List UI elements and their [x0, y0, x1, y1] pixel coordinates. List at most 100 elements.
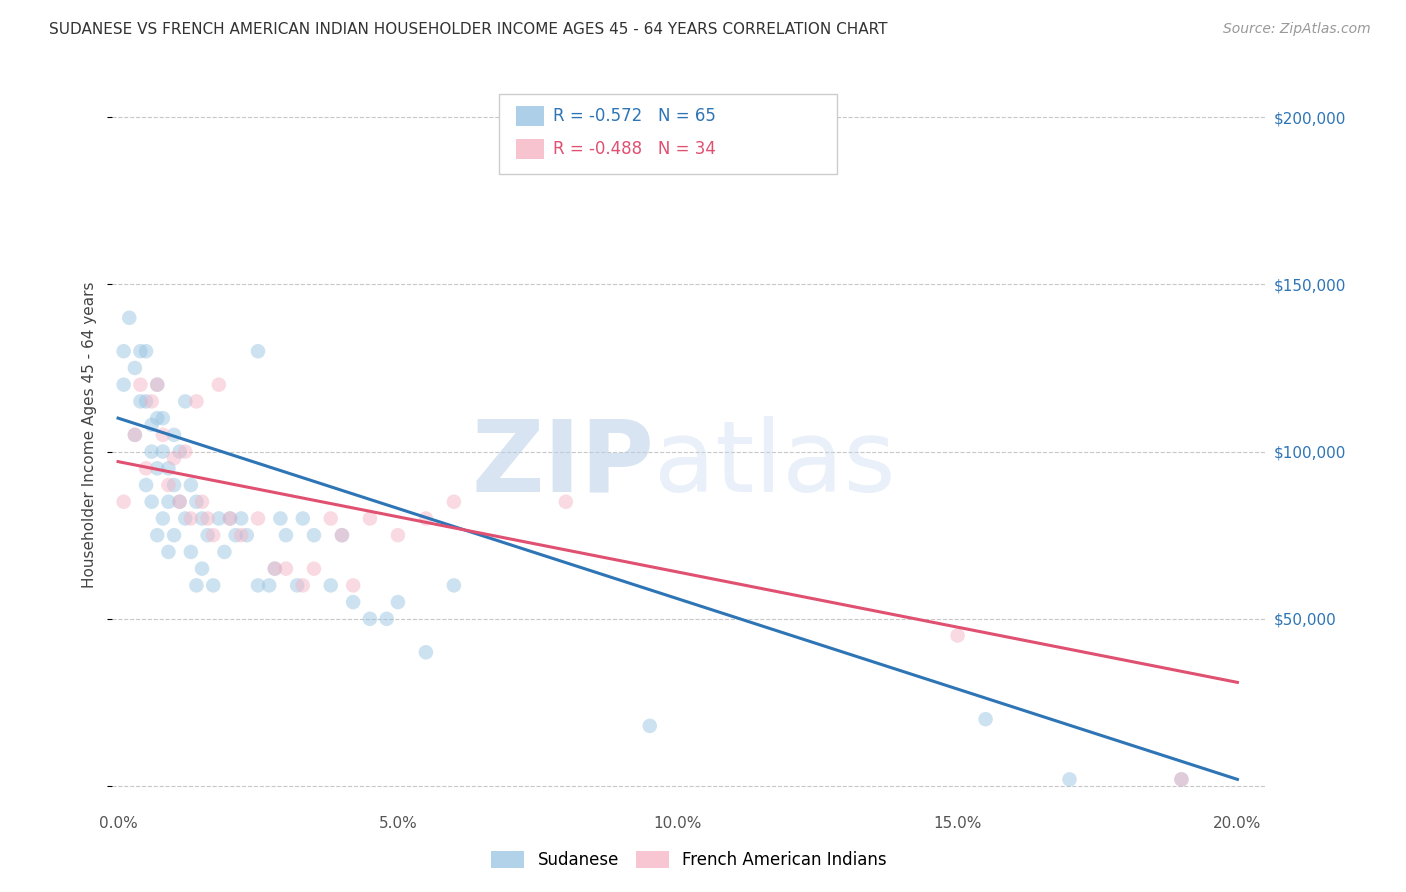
Text: Source: ZipAtlas.com: Source: ZipAtlas.com — [1223, 22, 1371, 37]
Point — [443, 494, 465, 508]
Point — [359, 612, 381, 626]
Point — [163, 528, 186, 542]
Point — [1170, 772, 1192, 787]
Point — [135, 478, 157, 492]
Point — [236, 528, 259, 542]
Point — [319, 511, 342, 525]
Point — [157, 461, 180, 475]
Point — [163, 428, 186, 442]
Point — [152, 444, 174, 458]
Point — [274, 528, 297, 542]
Point — [415, 645, 437, 659]
Point — [342, 595, 364, 609]
Point — [231, 528, 253, 542]
Point — [169, 494, 191, 508]
Point — [129, 377, 152, 392]
Point — [146, 377, 169, 392]
Point — [342, 578, 364, 592]
Point — [174, 511, 197, 525]
Point — [197, 528, 219, 542]
Point — [157, 478, 180, 492]
Point — [129, 344, 152, 359]
Point — [141, 494, 163, 508]
Point — [135, 394, 157, 409]
Point — [152, 411, 174, 425]
Point — [202, 528, 225, 542]
Point — [974, 712, 997, 726]
Point — [1059, 772, 1081, 787]
Point — [225, 528, 247, 542]
Point — [197, 511, 219, 525]
Point — [146, 528, 169, 542]
Point — [152, 511, 174, 525]
Point — [124, 360, 146, 375]
Point — [285, 578, 308, 592]
Point — [246, 344, 269, 359]
Point — [1170, 772, 1192, 787]
Point — [146, 377, 169, 392]
Point — [141, 417, 163, 432]
Point — [191, 562, 214, 576]
Point — [157, 545, 180, 559]
Point — [112, 494, 135, 508]
Point — [263, 562, 285, 576]
Point — [180, 511, 202, 525]
Point — [186, 394, 208, 409]
Point — [554, 494, 576, 508]
Text: R = -0.488   N = 34: R = -0.488 N = 34 — [553, 140, 716, 158]
Point — [191, 511, 214, 525]
Point — [219, 511, 242, 525]
Point — [157, 494, 180, 508]
Point — [330, 528, 353, 542]
Point — [302, 562, 325, 576]
Point — [263, 562, 285, 576]
Point — [163, 478, 186, 492]
Point — [169, 444, 191, 458]
Text: SUDANESE VS FRENCH AMERICAN INDIAN HOUSEHOLDER INCOME AGES 45 - 64 YEARS CORRELA: SUDANESE VS FRENCH AMERICAN INDIAN HOUSE… — [49, 22, 887, 37]
Point — [112, 377, 135, 392]
Point — [387, 595, 409, 609]
Point — [191, 494, 214, 508]
Point — [302, 528, 325, 542]
Point — [257, 578, 280, 592]
Point — [152, 428, 174, 442]
Point — [146, 411, 169, 425]
Point — [946, 628, 969, 642]
Point — [214, 545, 236, 559]
Point — [246, 511, 269, 525]
Point — [163, 451, 186, 466]
Point — [291, 511, 314, 525]
Point — [180, 545, 202, 559]
Point — [443, 578, 465, 592]
Text: atlas: atlas — [654, 416, 896, 513]
Point — [231, 511, 253, 525]
Text: R = -0.572   N = 65: R = -0.572 N = 65 — [553, 107, 716, 125]
Point — [129, 394, 152, 409]
Point — [186, 494, 208, 508]
Point — [319, 578, 342, 592]
Point — [124, 428, 146, 442]
Point — [291, 578, 314, 592]
Point — [124, 428, 146, 442]
Point — [246, 578, 269, 592]
Point — [118, 310, 141, 325]
Point — [415, 511, 437, 525]
Point — [174, 394, 197, 409]
Point — [174, 444, 197, 458]
Y-axis label: Householder Income Ages 45 - 64 years: Householder Income Ages 45 - 64 years — [82, 282, 97, 588]
Point — [112, 344, 135, 359]
Point — [146, 461, 169, 475]
Point — [375, 612, 398, 626]
Point — [359, 511, 381, 525]
Point — [135, 461, 157, 475]
Point — [141, 394, 163, 409]
Point — [186, 578, 208, 592]
Point — [135, 344, 157, 359]
Point — [208, 511, 231, 525]
Point — [274, 562, 297, 576]
Point — [330, 528, 353, 542]
Point — [269, 511, 291, 525]
Legend: Sudanese, French American Indians: Sudanese, French American Indians — [484, 844, 894, 875]
Point — [169, 494, 191, 508]
Point — [141, 444, 163, 458]
